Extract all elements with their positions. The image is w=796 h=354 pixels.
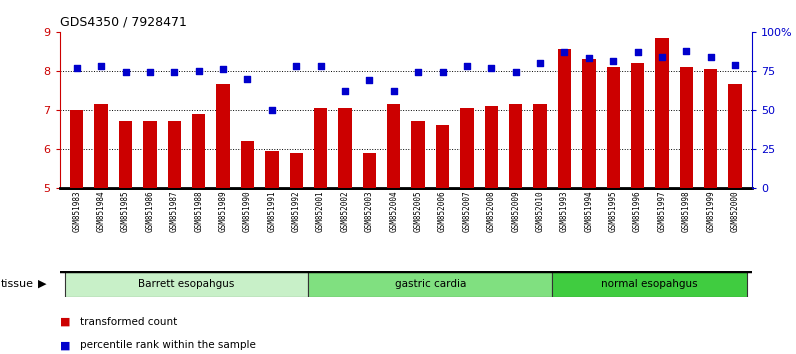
Point [70,65,83,70]
Bar [168,121,181,188]
Text: GSM852002: GSM852002 [341,190,349,232]
Bar [655,38,669,188]
Point [436,69,449,75]
Text: GSM852009: GSM852009 [511,190,521,232]
Point [363,77,376,83]
Point [412,69,424,75]
Bar [582,59,595,188]
Bar [509,104,522,188]
Point [193,68,205,74]
Text: GSM851987: GSM851987 [170,190,179,232]
Point [241,76,254,81]
Bar [533,104,547,188]
Text: GSM851984: GSM851984 [96,190,106,232]
Bar [436,125,449,188]
Text: ■: ■ [60,317,70,327]
Point [338,88,351,94]
Text: GSM851985: GSM851985 [121,190,130,232]
Point [656,54,669,59]
Point [290,63,302,69]
Bar [558,49,572,188]
Text: GSM851988: GSM851988 [194,190,203,232]
Text: GSM852010: GSM852010 [536,190,544,232]
Text: GSM851993: GSM851993 [560,190,569,232]
Point [509,69,522,75]
Bar [412,121,425,188]
Point [314,63,327,69]
Bar [460,108,474,188]
FancyBboxPatch shape [552,271,747,297]
Bar [387,104,400,188]
Bar [680,67,693,188]
Bar [631,63,644,188]
Point [119,69,132,75]
Text: GSM851989: GSM851989 [219,190,228,232]
Text: percentile rank within the sample: percentile rank within the sample [80,340,256,350]
Point [168,69,181,75]
Text: GSM851986: GSM851986 [146,190,154,232]
Bar [217,84,230,188]
Point [485,65,498,70]
Text: ▶: ▶ [38,279,47,289]
Bar [70,110,84,188]
Text: GSM851996: GSM851996 [633,190,642,232]
Point [704,54,717,59]
Text: GSM851998: GSM851998 [682,190,691,232]
Point [631,49,644,55]
FancyBboxPatch shape [308,271,552,297]
Point [461,63,474,69]
Bar [265,151,279,188]
Text: GSM851991: GSM851991 [267,190,276,232]
Text: GSM851992: GSM851992 [291,190,301,232]
Text: GSM852003: GSM852003 [365,190,374,232]
Text: ■: ■ [60,340,70,350]
Text: GSM852005: GSM852005 [414,190,423,232]
Bar [143,121,157,188]
Bar [728,84,742,188]
Bar [290,153,303,188]
Point [729,62,742,67]
FancyBboxPatch shape [64,271,308,297]
Bar [314,108,327,188]
Bar [704,69,717,188]
Text: GSM852001: GSM852001 [316,190,325,232]
Text: GSM851990: GSM851990 [243,190,252,232]
Point [143,69,156,75]
Bar [119,121,132,188]
Point [266,107,279,113]
Text: GSM851994: GSM851994 [584,190,593,232]
Text: GSM851997: GSM851997 [657,190,666,232]
Text: GSM852004: GSM852004 [389,190,398,232]
Point [533,60,546,66]
Point [217,67,229,72]
Text: GDS4350 / 7928471: GDS4350 / 7928471 [60,16,186,29]
Point [680,48,693,53]
Point [558,49,571,55]
Text: Barrett esopahgus: Barrett esopahgus [139,279,235,289]
Text: GSM852007: GSM852007 [462,190,471,232]
Bar [240,141,254,188]
Text: transformed count: transformed count [80,317,177,327]
Text: GSM852006: GSM852006 [438,190,447,232]
Point [95,63,107,69]
Bar [338,108,352,188]
Point [607,59,619,64]
Text: GSM851983: GSM851983 [72,190,81,232]
Text: GSM852000: GSM852000 [731,190,739,232]
Bar [95,104,108,188]
Bar [485,106,498,188]
Text: GSM851995: GSM851995 [609,190,618,232]
Point [388,88,400,94]
Text: normal esopahgus: normal esopahgus [602,279,698,289]
Text: GSM851999: GSM851999 [706,190,716,232]
Text: GSM852008: GSM852008 [487,190,496,232]
Bar [192,114,205,188]
Bar [607,67,620,188]
Point [583,56,595,61]
Text: tissue: tissue [1,279,33,289]
Text: gastric cardia: gastric cardia [395,279,466,289]
Bar [363,153,376,188]
